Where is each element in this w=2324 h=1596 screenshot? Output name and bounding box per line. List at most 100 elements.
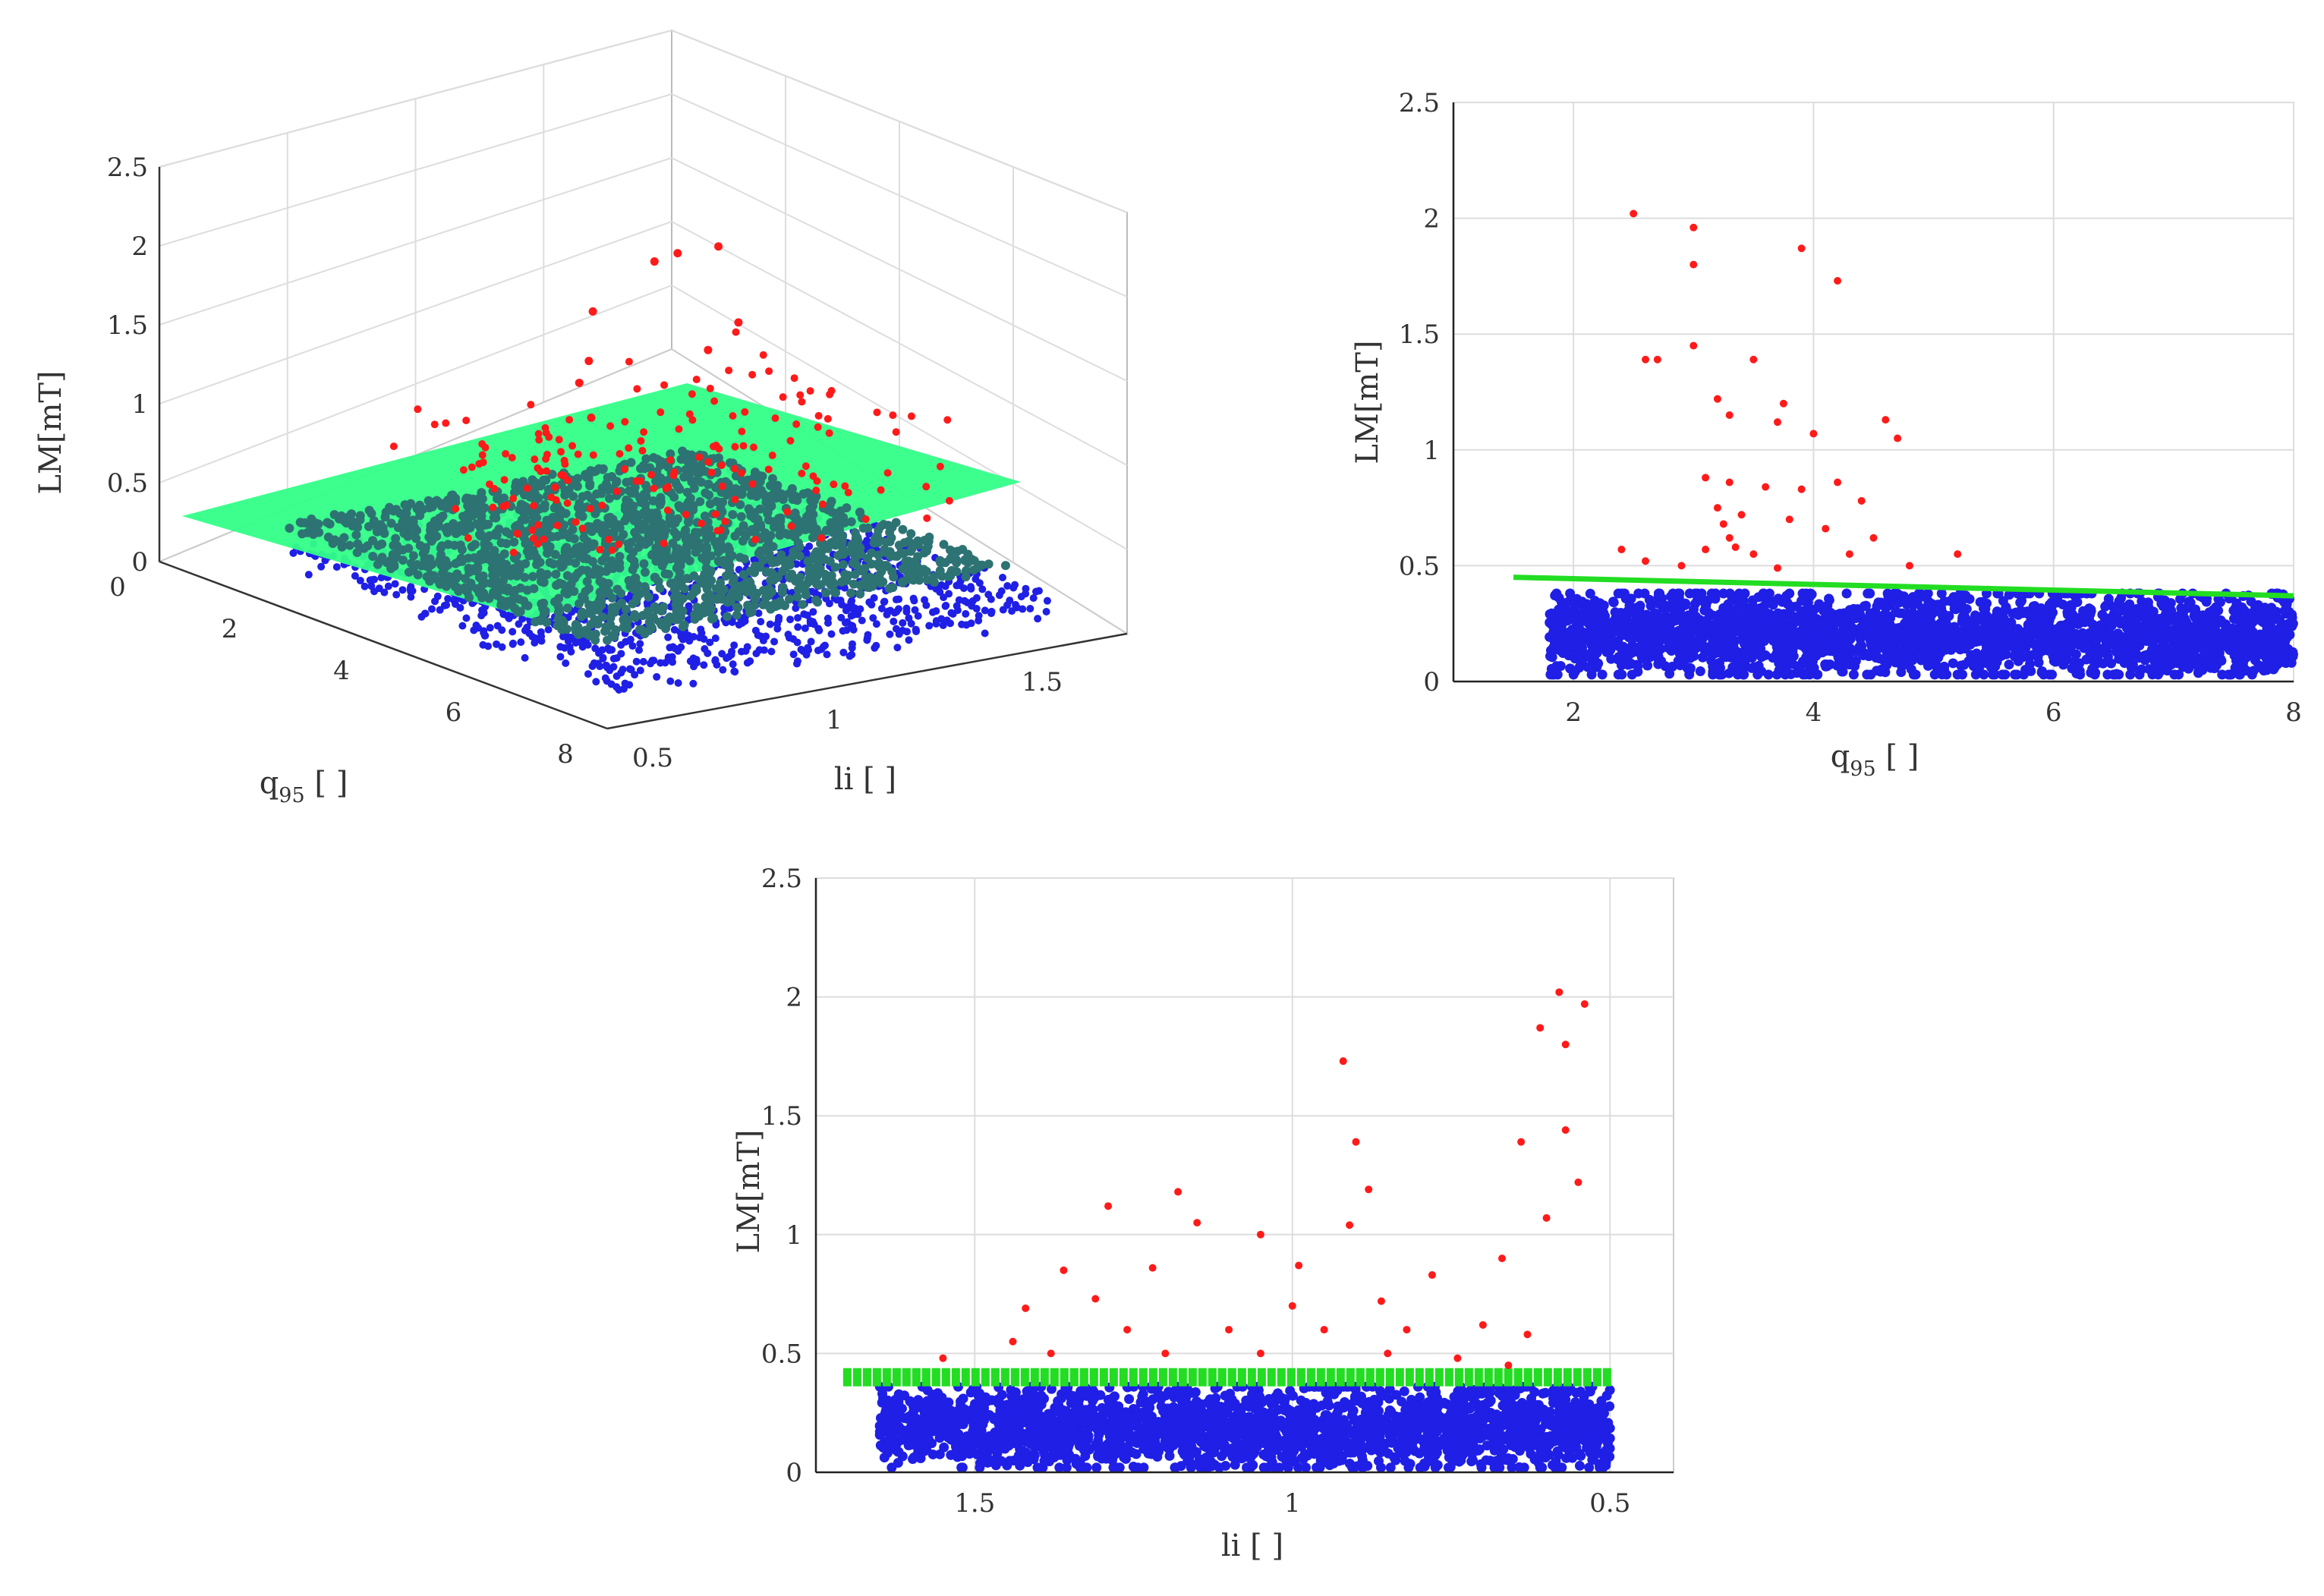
projected-point-3d [474,572,484,582]
projected-point-3d [408,551,418,561]
projected-point-3d [478,549,488,559]
projected-point-3d [436,501,446,511]
projected-point-3d [704,579,714,589]
normal-point-3d [444,594,452,603]
projected-point-3d [551,569,561,579]
anomaly-point-3d [553,521,562,530]
anomaly-point-3d [861,515,870,524]
anomaly-point-3d [616,450,624,458]
normal-point-3d [809,608,817,616]
projected-point-3d [877,566,886,576]
projected-point-3d [692,475,702,485]
anomaly-point-3d [817,534,826,542]
anomaly-point-3d [621,417,629,426]
normal-point-3d [912,625,920,634]
anomaly-point-3d [734,318,743,327]
normal-point-3d [823,650,831,659]
projected-point-3d [838,560,848,570]
normal-point-3d [890,617,898,625]
projected-point-3d [645,619,655,629]
normal-point-3d [598,646,606,654]
projected-point-3d [878,577,888,587]
projected-point-3d [556,562,566,572]
normal-point-3d [914,612,922,620]
normal-point-3d [450,597,458,605]
projected-point-3d [597,489,606,499]
projected-point-3d [767,558,777,568]
projected-point-3d [747,524,757,534]
projected-point-3d [772,572,782,582]
anomaly-point-3d [555,436,563,444]
anomaly-point-3d [922,483,931,491]
projected-point-3d [842,503,852,513]
anomaly-point-3d [574,450,582,458]
projected-point-3d [725,550,735,560]
normal-point-3d [584,670,592,678]
projected-point-3d [644,537,654,546]
anomaly-point-3d [508,454,516,462]
normal-point-3d [625,637,634,645]
normal-point-3d [746,657,754,666]
anomaly-point-3d [771,414,779,423]
normal-point-3d [880,597,889,606]
projected-point-3d [852,542,862,552]
normal-point-3d [905,636,913,644]
normal-point-3d [317,562,326,571]
projected-point-3d [603,635,612,645]
anomaly-point-3d [751,535,760,543]
anomaly-point-3d [584,357,594,366]
projected-point-3d [682,549,691,559]
projected-point-3d [794,526,804,536]
projected-point-3d [876,521,886,531]
projected-point-3d [855,589,865,599]
projected-point-3d [647,515,657,525]
anomaly-point-3d [540,535,548,543]
projected-point-3d [598,612,608,622]
anomaly-point-3d [889,411,897,420]
anomaly-point-3d [612,487,621,496]
normal-point-3d [480,628,488,637]
anomaly-point-3d [499,502,508,511]
anomaly-point-3d [557,471,565,479]
normal-point-3d [706,638,714,647]
anomaly-point-3d [625,444,633,452]
projected-point-3d [776,513,786,523]
normal-point-3d [479,641,487,649]
normal-point-3d [636,666,644,675]
normal-point-3d [689,679,698,688]
anomaly-point-3d [809,472,817,480]
x-tick-label-3d: 6 [446,697,462,728]
projected-point-3d [704,490,713,500]
anomaly-point-3d [523,484,531,493]
projected-point-3d [821,588,831,598]
projected-point-3d [628,565,638,574]
projected-point-3d [595,587,605,597]
normal-point-3d [668,657,676,666]
normal-point-3d [801,624,809,632]
projected-point-3d [368,552,378,562]
anomaly-point-3d [748,370,757,379]
normal-point-3d [827,630,836,638]
anomaly-point-3d [468,463,476,471]
normal-point-3d [839,648,848,656]
normal-point-3d [911,606,919,614]
normal-point-3d [811,589,820,597]
normal-point-3d [1019,605,1027,613]
normal-point-3d [870,593,878,602]
normal-point-3d [754,609,763,617]
projected-point-3d [470,540,480,549]
normal-point-3d [572,639,580,647]
anomaly-point-3d [730,464,738,473]
z-axis-label-3d: LM[mT] [33,370,68,494]
anomaly-point-3d [877,486,885,494]
normal-point-3d [498,643,506,651]
projected-point-3d [814,580,824,590]
normal-point-3d [910,597,918,605]
projected-point-3d [651,605,661,615]
anomaly-point-3d [647,471,655,479]
projected-point-3d [698,543,708,552]
projected-point-3d [539,475,549,485]
projected-point-3d [820,569,830,579]
projected-point-3d [852,560,861,570]
